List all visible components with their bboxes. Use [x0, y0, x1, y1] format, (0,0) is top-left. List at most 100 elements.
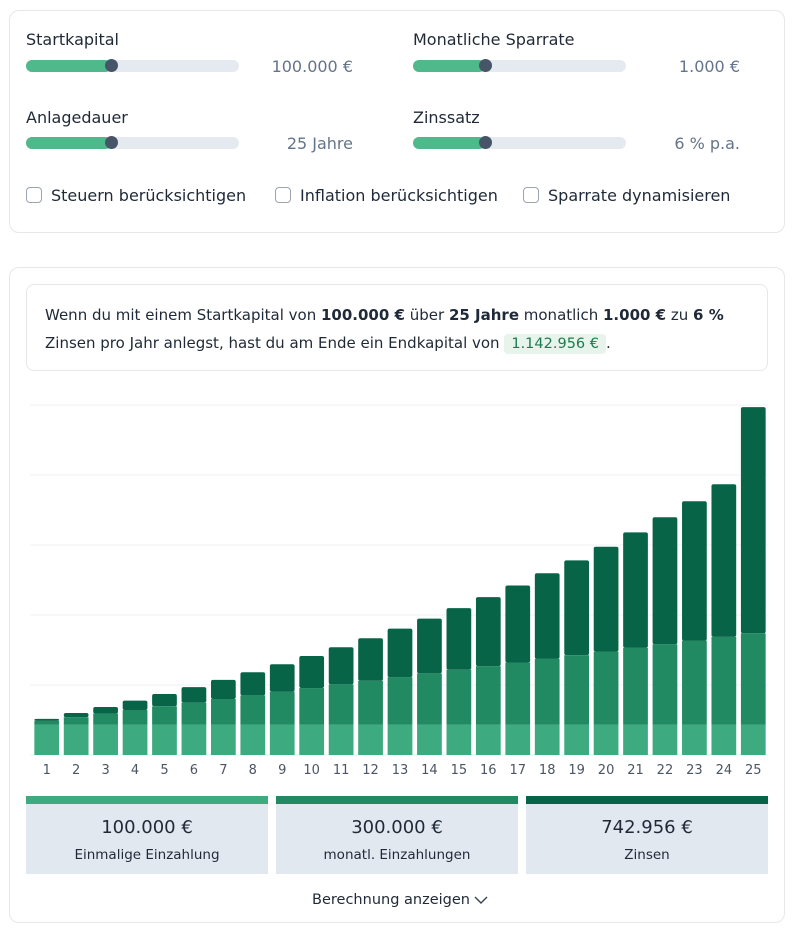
chart-bar-zinsen[interactable]: [564, 560, 590, 656]
chart-bar-zinsen[interactable]: [446, 608, 472, 670]
chart-bar-zinsen[interactable]: [358, 638, 383, 681]
chart-bar-zinsen[interactable]: [240, 672, 266, 696]
chart-x-tick-label: 22: [657, 763, 674, 778]
chart-bar-einmalig[interactable]: [417, 724, 442, 755]
chevron-down-icon[interactable]: [474, 896, 488, 905]
chart-bar-einmalig[interactable]: [740, 724, 766, 755]
chart-bar-zinsen[interactable]: [122, 700, 148, 710]
chart-bar-einmalig[interactable]: [269, 724, 295, 755]
chart-bar-zinsen[interactable]: [505, 585, 531, 663]
chart-bar-einzahlungen[interactable]: [623, 647, 648, 725]
chart-bar-einmalig[interactable]: [387, 724, 413, 755]
chart-bar-einmalig[interactable]: [682, 724, 707, 755]
dynamisieren-checkbox-box[interactable]: [523, 187, 539, 203]
chart-bar-einmalig[interactable]: [505, 724, 531, 755]
chart-bar-zinsen[interactable]: [417, 618, 442, 674]
chart-bar-zinsen[interactable]: [740, 407, 766, 634]
chart-bar-einzahlungen[interactable]: [299, 688, 325, 725]
chart-bar-einzahlungen[interactable]: [387, 677, 413, 725]
chart-bar-einmalig[interactable]: [240, 724, 266, 755]
anlagedauer-slider[interactable]: [26, 136, 239, 149]
chart-bar-einmalig[interactable]: [593, 724, 619, 755]
chart-bar-einzahlungen[interactable]: [358, 680, 383, 725]
chart-bar-einmalig[interactable]: [652, 724, 678, 755]
chart-bar-zinsen[interactable]: [34, 718, 60, 721]
chart-bar-einzahlungen[interactable]: [181, 702, 207, 725]
chart-bar-einzahlungen[interactable]: [122, 709, 148, 725]
chart-bar-zinsen[interactable]: [623, 532, 648, 648]
chart-bar-einzahlungen[interactable]: [740, 633, 766, 725]
sparrate-slider[interactable]: [413, 59, 626, 72]
chart-bar-einzahlungen[interactable]: [475, 666, 501, 725]
chart-bar-einzahlungen[interactable]: [711, 636, 737, 725]
chart-bar-einzahlungen[interactable]: [652, 644, 678, 725]
chart-bar-einzahlungen[interactable]: [446, 669, 472, 725]
chart-bar-einzahlungen[interactable]: [34, 720, 60, 725]
chart-bar-einmalig[interactable]: [152, 724, 177, 755]
chart-bar-einzahlungen[interactable]: [210, 699, 236, 725]
chart-bar-zinsen[interactable]: [328, 647, 354, 685]
chart-bar-einzahlungen[interactable]: [93, 713, 118, 725]
chart-bar-zinsen[interactable]: [152, 693, 177, 707]
chart-bar-zinsen[interactable]: [387, 628, 413, 678]
chart-bar-einmalig[interactable]: [210, 724, 236, 755]
chart-bar-einzahlungen[interactable]: [417, 673, 442, 725]
chart-bar-einmalig[interactable]: [475, 724, 501, 755]
anlagedauer-slider-thumb[interactable]: [105, 136, 119, 149]
chart-bar-zinsen[interactable]: [299, 655, 325, 689]
chart-bar-einmalig[interactable]: [564, 724, 590, 755]
chart-bar-einmalig[interactable]: [446, 724, 472, 755]
zinssatz-slider-thumb[interactable]: [479, 136, 493, 149]
chart-bar-einmalig[interactable]: [34, 724, 60, 755]
steuern-checkbox[interactable]: Steuern berücksichtigen: [26, 184, 246, 206]
chart-bar-zinsen[interactable]: [63, 713, 89, 718]
chart-bar-einmalig[interactable]: [181, 724, 207, 755]
chart-bar-zinsen[interactable]: [210, 679, 236, 699]
startkapital-slider-thumb[interactable]: [105, 59, 119, 72]
chart-bar-zinsen[interactable]: [269, 664, 295, 692]
chart-bar-zinsen[interactable]: [711, 484, 737, 637]
chart-bar-einzahlungen[interactable]: [240, 695, 266, 725]
chart-x-tick-label: 1: [43, 763, 51, 778]
dynamisieren-checkbox-label[interactable]: Sparrate dynamisieren: [548, 185, 731, 205]
chart-bar-zinsen[interactable]: [652, 517, 678, 645]
chart-bar-einmalig[interactable]: [711, 724, 737, 755]
chart-bar-einmalig[interactable]: [623, 724, 648, 755]
inflation-checkbox-label[interactable]: Inflation berücksichtigen: [300, 185, 498, 205]
chart-bar-einmalig[interactable]: [93, 724, 118, 755]
berechnung-anzeigen-button[interactable]: Berechnung anzeigen: [0, 892, 800, 908]
chart-bar-einmalig[interactable]: [358, 724, 383, 755]
chart-bar-einmalig[interactable]: [63, 724, 89, 755]
chart-bar-zinsen[interactable]: [93, 706, 118, 714]
chart-bar-einmalig[interactable]: [299, 724, 325, 755]
chart-bar-zinsen[interactable]: [593, 546, 619, 652]
chart-bar-einzahlungen[interactable]: [534, 658, 560, 725]
zinsen-label: Zinsen: [624, 847, 670, 863]
zinssatz-slider[interactable]: [413, 136, 626, 149]
inflation-checkbox[interactable]: Inflation berücksichtigen: [275, 184, 498, 206]
chart-bar-einmalig[interactable]: [328, 724, 354, 755]
chart-bar-einzahlungen[interactable]: [505, 662, 531, 725]
chart-bar-einmalig[interactable]: [534, 724, 560, 755]
chart-bar-einzahlungen[interactable]: [682, 640, 707, 725]
steuern-checkbox-box[interactable]: [26, 187, 42, 203]
summary-text-2: über: [404, 306, 449, 324]
chart-bar-einzahlungen[interactable]: [63, 717, 89, 725]
chart-bar-einzahlungen[interactable]: [593, 651, 619, 725]
chart-bar-zinsen[interactable]: [534, 573, 560, 659]
chart-bar-zinsen[interactable]: [475, 597, 501, 667]
chart-bar-einzahlungen[interactable]: [269, 691, 295, 725]
sparrate-slider-thumb[interactable]: [479, 59, 493, 72]
chart-bar-zinsen[interactable]: [682, 501, 707, 641]
chart-bar-einzahlungen[interactable]: [564, 655, 590, 725]
einzahlungen-stat: 300.000 € monatl. Einzahlungen: [276, 804, 518, 874]
inflation-checkbox-box[interactable]: [275, 187, 291, 203]
startkapital-slider[interactable]: [26, 59, 239, 72]
chart-bar-einmalig[interactable]: [122, 724, 148, 755]
dynamisieren-checkbox[interactable]: Sparrate dynamisieren: [523, 184, 730, 206]
berechnung-anzeigen-label[interactable]: Berechnung anzeigen: [312, 892, 470, 908]
steuern-checkbox-label[interactable]: Steuern berücksichtigen: [51, 185, 247, 205]
chart-bar-zinsen[interactable]: [181, 687, 207, 703]
chart-bar-einzahlungen[interactable]: [328, 684, 354, 725]
chart-bar-einzahlungen[interactable]: [152, 706, 177, 725]
